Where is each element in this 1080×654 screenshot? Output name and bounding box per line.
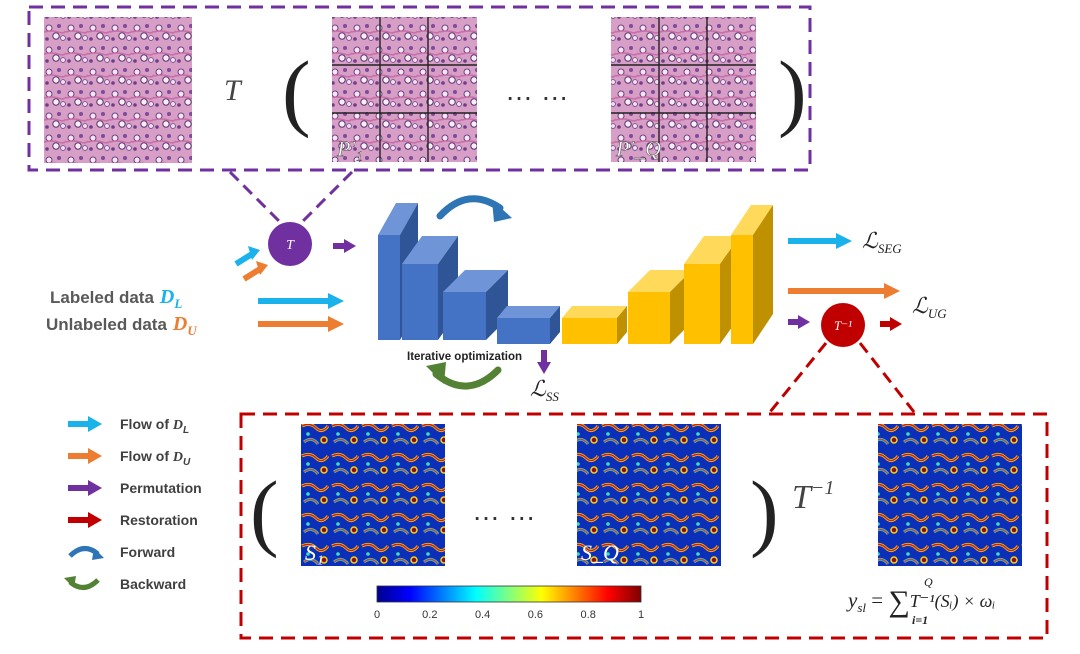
t-operator-label: T bbox=[224, 74, 243, 107]
ug-loss-arrow bbox=[788, 283, 900, 299]
seg-loss-arrow bbox=[788, 233, 852, 249]
formula-sum-lower: i=1 bbox=[912, 613, 928, 627]
backward-curve-arrow bbox=[426, 362, 502, 390]
legend-item: Permutation bbox=[68, 480, 202, 496]
t-callout-right bbox=[300, 170, 354, 224]
tinv-output-arrow bbox=[880, 317, 902, 331]
top-ellipsis: … … bbox=[505, 75, 569, 106]
iterative-optimization-label: Iterative optimization bbox=[407, 351, 522, 363]
legend-item: Forward bbox=[68, 544, 175, 560]
top-left-paren: ( bbox=[282, 43, 311, 139]
forward-icon bbox=[68, 546, 104, 560]
legend-label: Forward bbox=[120, 544, 175, 560]
restoration-node bbox=[821, 303, 865, 347]
bottom-left-paren: ( bbox=[250, 463, 279, 559]
decoder-block-4 bbox=[731, 205, 773, 344]
legend-item: Flow of DL bbox=[68, 416, 189, 436]
legend: Flow of DL Flow of DU Permutation Restorati… bbox=[64, 416, 202, 592]
legend-label: Flow of DL bbox=[120, 416, 189, 436]
legend-item: Flow of DU bbox=[68, 448, 191, 468]
labeled-flow-arrow bbox=[258, 293, 344, 309]
colorbar-tick-label: 0.6 bbox=[528, 609, 543, 621]
tinv-callout-left bbox=[768, 342, 828, 413]
unlabeled-flow-arrow bbox=[258, 316, 344, 332]
legend-label: Backward bbox=[120, 576, 186, 592]
colorbar: 0 0.2 0.4 0.6 0.8 1 bbox=[374, 585, 644, 621]
network-to-tinv-arrow bbox=[788, 315, 810, 329]
t-callout-left bbox=[228, 170, 282, 224]
permutation-node bbox=[268, 222, 312, 266]
segmentation-network bbox=[378, 203, 773, 344]
legend-item: Restoration bbox=[68, 512, 198, 528]
bottom-ellipsis: … … bbox=[472, 495, 536, 526]
legend-arrow-icon bbox=[68, 416, 102, 432]
legend-label: Permutation bbox=[120, 480, 202, 496]
legend-arrow-icon bbox=[68, 512, 102, 528]
legend-arrow-icon bbox=[68, 480, 102, 496]
decoder-block-2 bbox=[628, 270, 692, 344]
permuted-patch-first: P'₁ bbox=[332, 17, 477, 162]
unlabeled-data-label: Unlabeled data DU bbox=[46, 313, 197, 338]
restored-score-map bbox=[878, 424, 1022, 566]
encoder-block-4 bbox=[497, 306, 560, 344]
colorbar-tick-label: 0.4 bbox=[475, 609, 490, 621]
seg-loss-label: ℒSEG bbox=[862, 228, 902, 256]
permutation-node-label: T bbox=[286, 238, 295, 253]
labeled-data-label: Labeled data DL bbox=[50, 286, 182, 311]
legend-label: Restoration bbox=[120, 512, 198, 528]
score-map-last-label: S_Q bbox=[581, 540, 619, 565]
legend-label: Flow of DU bbox=[120, 448, 191, 468]
score-map-last: S_Q bbox=[577, 424, 721, 566]
colorbar-tick-label: 0.8 bbox=[581, 609, 596, 621]
colorbar-tick-label: 1 bbox=[638, 609, 644, 621]
labeled-to-t-arrow bbox=[234, 246, 260, 267]
ss-loss-arrow bbox=[537, 350, 551, 374]
bottom-right-paren: ) bbox=[750, 463, 779, 559]
colorbar-tick-label: 0 bbox=[374, 609, 380, 621]
legend-item: Backward bbox=[64, 576, 186, 592]
patch-last-label: P'_Q bbox=[615, 136, 661, 161]
aggregation-formula: ysl = ∑T⁻¹(Sᵢ) × ωᵢ bbox=[846, 585, 995, 618]
encoder-block-3 bbox=[443, 270, 508, 340]
backward-icon bbox=[64, 576, 100, 590]
tinv-callout-right bbox=[858, 342, 916, 413]
ss-loss-label: ℒSS bbox=[530, 376, 559, 404]
forward-curve-arrow bbox=[436, 195, 512, 222]
score-map-first: S₁ bbox=[301, 424, 445, 566]
permuted-patch-last: P'_Q bbox=[611, 17, 756, 162]
tinv-operator-label: T−1 bbox=[792, 477, 834, 516]
t-to-network-arrow bbox=[333, 239, 356, 253]
legend-arrow-icon bbox=[68, 448, 102, 464]
restoration-node-label: T⁻¹ bbox=[834, 318, 852, 333]
colorbar-tick-label: 0.2 bbox=[422, 609, 437, 621]
decoder-block-1 bbox=[562, 306, 627, 344]
patch-first-label: P'₁ bbox=[336, 136, 363, 161]
formula-sum-upper: Q bbox=[924, 575, 933, 589]
original-patch-image bbox=[44, 17, 192, 163]
top-right-paren: ) bbox=[778, 43, 807, 139]
ug-loss-label: ℒUG bbox=[912, 293, 947, 321]
permutation-detail-box bbox=[27, 5, 812, 172]
score-map-first-label: S₁ bbox=[305, 540, 324, 565]
restoration-detail-box bbox=[239, 412, 1049, 640]
unlabeled-to-t-arrow bbox=[242, 261, 268, 282]
